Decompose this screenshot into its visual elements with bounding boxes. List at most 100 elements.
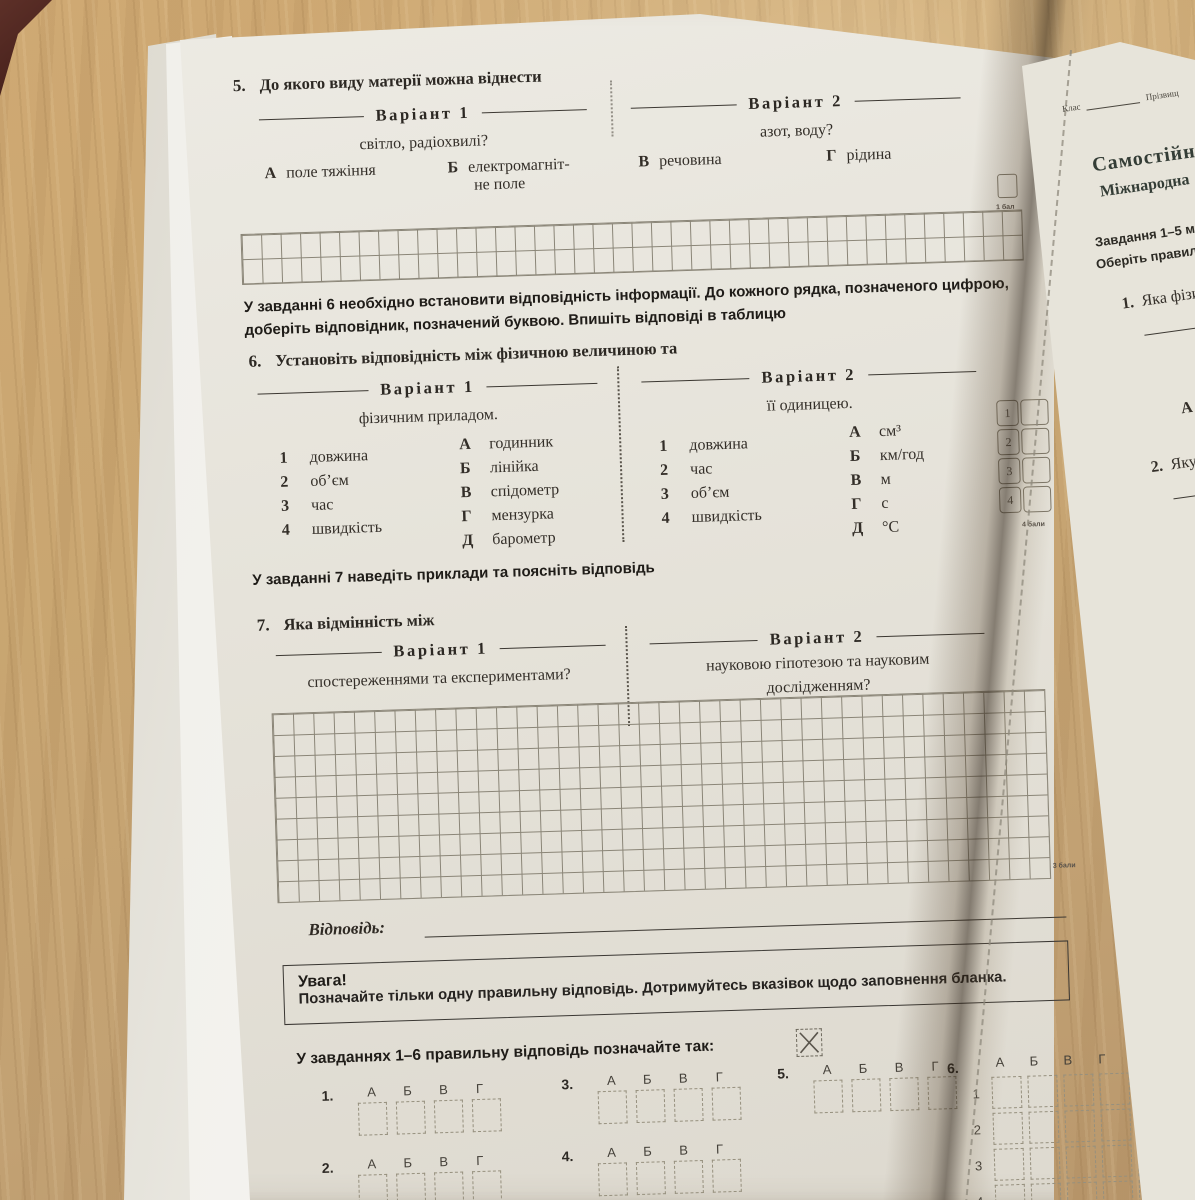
letter: В (1063, 1052, 1073, 1068)
question-7-number: 7. (256, 615, 270, 635)
q5-variant1-prompt: світло, радіохвилі? (359, 132, 489, 154)
item-letter: А (848, 423, 861, 442)
answer-box (813, 1079, 844, 1114)
letter: А (606, 1144, 617, 1160)
q7-variant2-label: Варіант 2 (769, 626, 865, 649)
item-text: лінійка (489, 457, 539, 477)
rule (1173, 472, 1195, 500)
instruction-task7: У завданні 7 наведіть приклади та поясні… (252, 559, 655, 589)
item-letter: А (458, 435, 472, 454)
answer-label: Відповідь: (308, 917, 386, 940)
answer-box (635, 1161, 666, 1196)
answer-box (1065, 1145, 1097, 1179)
letter: Г (715, 1069, 723, 1085)
letter: Г (475, 1152, 484, 1169)
answer-box (673, 1087, 704, 1122)
answer-box (396, 1172, 427, 1200)
q5-answer-v-text: речовина (658, 150, 722, 170)
q-number: 2. (1149, 457, 1165, 477)
q5-answer-a-text: поле тяжіння (285, 161, 376, 182)
rule (649, 639, 758, 644)
letter: А (822, 1061, 832, 1078)
item-text: годинник (488, 433, 554, 453)
answer-box (357, 1101, 388, 1136)
rp-question-1: 1. Яка фізич (1121, 284, 1195, 314)
q7-variant1-header: Варіант 1 (275, 635, 606, 665)
list-item: 3 об’єм (661, 480, 762, 507)
item-text: с (881, 494, 889, 513)
q5-variant2-label: Варіант 2 (748, 91, 844, 114)
sheet-item3-letters: А Б В Г (593, 1069, 737, 1089)
rule (482, 108, 587, 113)
crossed-box-icon (795, 1028, 823, 1057)
item-letter: Г (461, 507, 472, 526)
rp-question-2: 2.Яку цін (1150, 449, 1195, 477)
instruction-task6: У завданні 6 необхідно встановити відпов… (243, 274, 1010, 339)
item-text: мензурка (491, 505, 555, 525)
letter: В (439, 1153, 449, 1170)
item-number: 2 (659, 461, 669, 479)
sheet-item4-number: 4. (561, 1148, 574, 1165)
option-letter: А (1179, 398, 1194, 418)
sheet-item3-boxes (597, 1086, 742, 1125)
q5-answer-v-letter: В (638, 153, 650, 171)
item-number: 4 (661, 509, 670, 527)
item-letter: Д (851, 519, 864, 537)
list-item: 2 час (660, 456, 761, 483)
item-text: швидкість (691, 506, 763, 527)
answer-box (1101, 1144, 1133, 1178)
q-number: 1. (1120, 294, 1135, 313)
item-text: °С (881, 518, 900, 537)
q7-score-label: 3 бали (1052, 862, 1076, 870)
list-item: 2 об’єм (280, 468, 381, 495)
question-5-text: До якого виду матерії можна віднести (259, 66, 542, 95)
sheet-item5-number: 5. (776, 1065, 790, 1082)
answer-box (851, 1078, 882, 1113)
letter: А (366, 1084, 377, 1100)
q7-variant1-label: Варіант 1 (393, 638, 489, 661)
item-letter: В (850, 471, 862, 490)
answer-box (395, 1100, 426, 1135)
item-text: барометр (491, 529, 556, 549)
letter: Б (642, 1071, 652, 1087)
q5-answer-a-letter: А (264, 164, 277, 183)
right-page-header: Клас Прізвищ (1061, 88, 1179, 114)
answer-box (1028, 1110, 1060, 1144)
letter: Б (403, 1155, 413, 1171)
q6-v2-numbered-list: 1 довжина 2 час 3 об’єм 4 швидкість (659, 432, 762, 531)
letter: Г (715, 1141, 724, 1157)
list-item: Д °С (852, 515, 927, 541)
answer-box (1066, 1181, 1098, 1200)
item-text: довжина (689, 435, 749, 455)
item-number: 2 (280, 473, 289, 491)
answer-box (597, 1162, 628, 1197)
letter: Б (858, 1060, 868, 1077)
letter: А (367, 1156, 377, 1172)
answer-box (635, 1089, 666, 1124)
item-text: м (880, 470, 891, 489)
q6-variant2-prompt: її одиницею. (766, 394, 853, 415)
letter: А (606, 1072, 616, 1088)
rule (641, 377, 750, 383)
answer-box (358, 1173, 389, 1200)
matrix-row: 4 (969, 1179, 1170, 1200)
letter: Б (1029, 1053, 1039, 1069)
q5-variant2-prompt: азот, воду? (759, 121, 834, 141)
item-number: 3 (280, 497, 290, 515)
answer-box (993, 1147, 1025, 1181)
item-text: довжина (309, 447, 369, 466)
mark-instruction: У завданнях 1–6 правильну відповідь позн… (296, 1037, 715, 1068)
item-letter: Г (851, 495, 862, 513)
q5-variant1-header: Варіант 1 (258, 99, 587, 129)
rule (486, 382, 598, 387)
answer-box (1029, 1146, 1061, 1180)
